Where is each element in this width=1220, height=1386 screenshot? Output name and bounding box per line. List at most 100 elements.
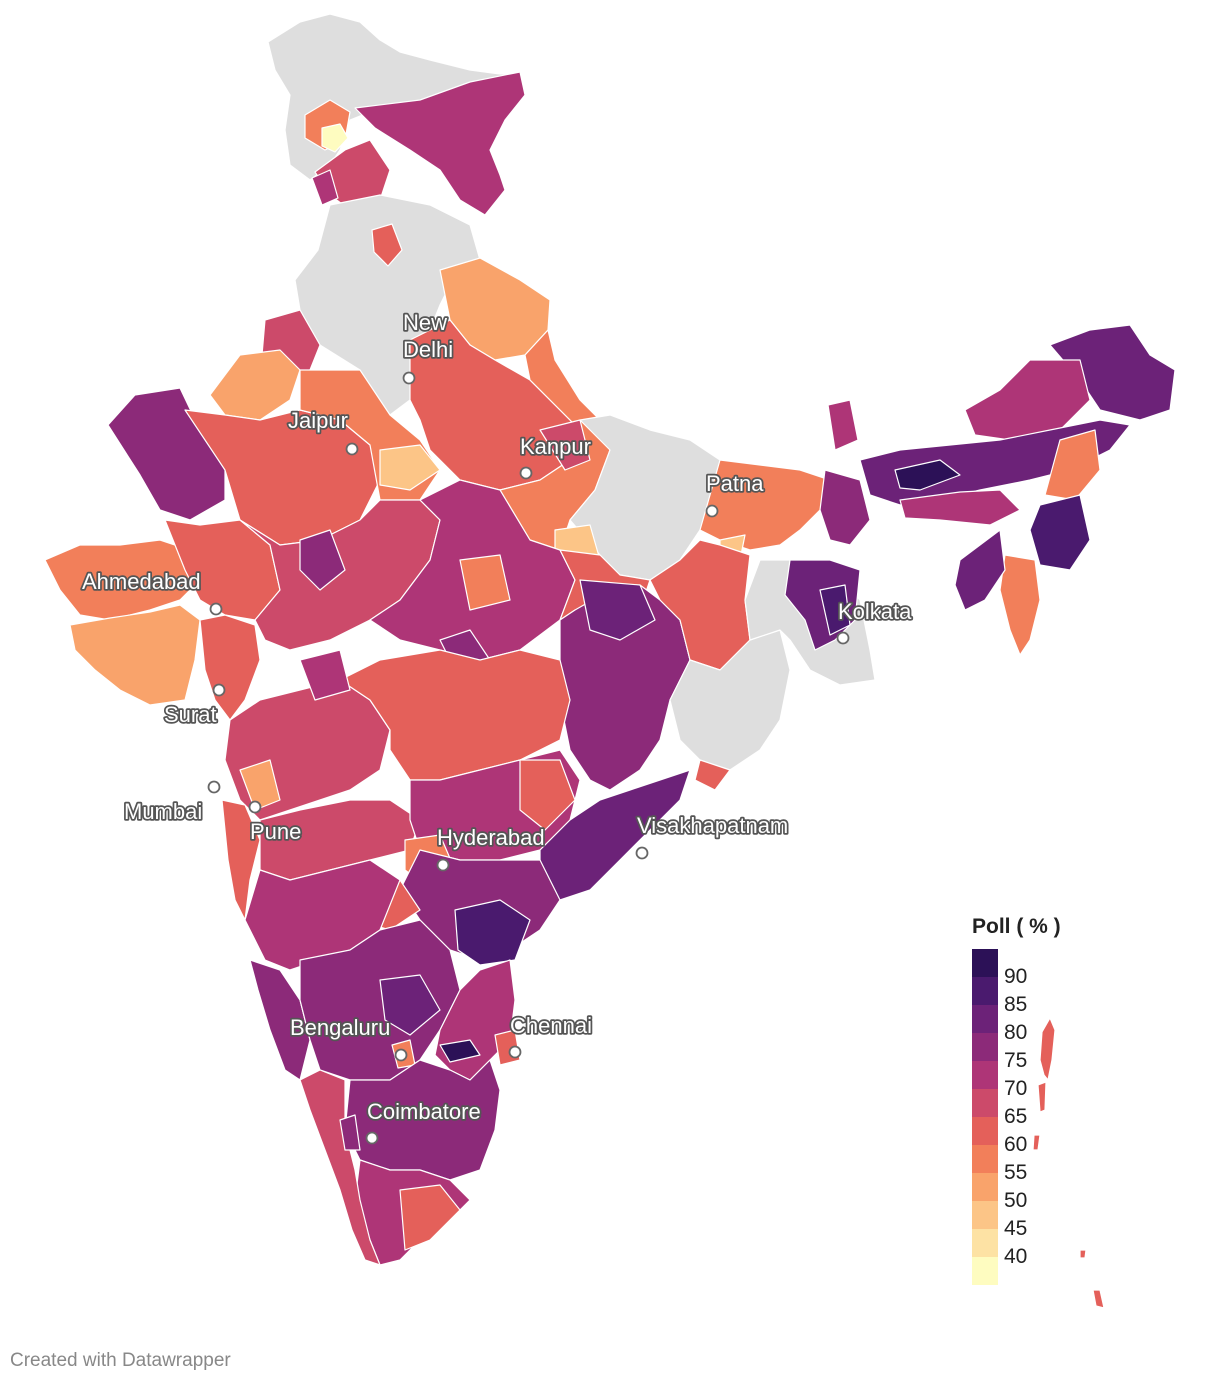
region-arunachal[interactable] — [1049, 324, 1176, 421]
city-label: Patna — [706, 471, 764, 496]
map-regions — [44, 13, 1176, 1309]
region-andhra-dark[interactable] — [454, 899, 531, 966]
legend-tick-label: 40 — [1004, 1245, 1028, 1268]
region-up-patch-kanpur[interactable] — [539, 419, 591, 471]
region-bihar[interactable] — [699, 459, 831, 551]
region-maharashtra-west[interactable] — [224, 679, 391, 821]
region-odisha-coast[interactable] — [694, 759, 731, 791]
city-marker-jaipur[interactable]: Jaipur — [286, 406, 359, 456]
legend-tick-label: 90 — [1004, 965, 1028, 988]
city-dot[interactable] — [836, 631, 850, 645]
city-dot[interactable] — [519, 466, 533, 480]
city-label: New — [403, 310, 447, 335]
region-kerala[interactable] — [299, 1069, 381, 1266]
region-bikaner[interactable] — [209, 349, 301, 421]
legend-swatch — [972, 1257, 998, 1285]
city-dot[interactable] — [705, 504, 719, 518]
city-dot[interactable] — [248, 800, 262, 814]
region-andaman-b[interactable] — [1037, 1081, 1047, 1113]
legend-tick-label: 75 — [1004, 1049, 1028, 1072]
region-arunachal-west[interactable] — [964, 359, 1091, 441]
city-label: Coimbatore — [367, 1099, 481, 1124]
region-west-bengal-north[interactable] — [819, 469, 871, 546]
region-srinagar[interactable] — [321, 123, 349, 153]
region-udhampur[interactable] — [311, 169, 339, 206]
city-marker-surat[interactable]: Surat — [162, 683, 226, 729]
legend-tick-label: 55 — [1004, 1161, 1028, 1184]
region-tripura[interactable] — [954, 529, 1006, 611]
region-jaisalmer-barmer[interactable] — [107, 387, 226, 521]
region-meghalaya[interactable] — [899, 489, 1021, 526]
city-marker-coimbatore[interactable]: Coimbatore — [365, 1097, 482, 1145]
region-kutch[interactable] — [44, 539, 201, 621]
region-himachal-patch[interactable] — [371, 223, 403, 267]
region-odisha-nodata[interactable] — [669, 629, 791, 771]
city-label: Pune — [250, 819, 301, 844]
region-karnataka-south[interactable] — [299, 919, 461, 1081]
region-saurashtra[interactable] — [69, 604, 201, 706]
region-nicobar-b[interactable] — [1092, 1289, 1105, 1309]
city-marker-hyderabad[interactable]: Hyderabad — [435, 823, 546, 872]
region-maharashtra-east[interactable] — [339, 649, 571, 781]
region-tn-dark[interactable] — [439, 1039, 481, 1063]
city-dot[interactable] — [365, 1131, 379, 1145]
city-dot[interactable] — [635, 846, 649, 860]
city-marker-chennai[interactable]: Chennai — [508, 1011, 594, 1059]
city-label: Visakhapatnam — [637, 813, 788, 838]
legend-swatch — [972, 977, 998, 1005]
region-karnataka-dark[interactable] — [379, 974, 441, 1036]
region-andaman-c[interactable] — [1032, 1134, 1041, 1151]
region-tn-coral[interactable] — [399, 1184, 461, 1251]
region-mizoram[interactable] — [999, 554, 1041, 656]
region-chhattisgarh-dark[interactable] — [579, 579, 656, 641]
city-dot[interactable] — [209, 602, 223, 616]
city-marker-visakhapatnam[interactable]: Visakhapatnam — [635, 811, 790, 860]
region-konkan[interactable] — [221, 799, 261, 921]
city-dot[interactable] — [402, 371, 416, 385]
legend-tick-label: 65 — [1004, 1105, 1028, 1128]
region-mp-dark-a[interactable] — [299, 529, 346, 591]
legend-swatch — [972, 949, 998, 977]
city-label: Surat — [164, 702, 217, 727]
city-label: Jaipur — [288, 408, 348, 433]
region-up-patch-light[interactable] — [379, 444, 441, 491]
city-marker-patna[interactable]: Patna — [704, 469, 766, 518]
city-dot[interactable] — [508, 1045, 522, 1059]
region-telangana-red[interactable] — [519, 759, 576, 831]
city-dot[interactable] — [394, 1048, 408, 1062]
legend-tick-label: 60 — [1004, 1133, 1028, 1156]
city-label: Delhi — [403, 337, 453, 362]
region-kerala-dark[interactable] — [339, 1114, 361, 1151]
region-assam-dark[interactable] — [894, 459, 961, 491]
region-andaman-a[interactable] — [1039, 1017, 1056, 1081]
region-sikkim[interactable] — [827, 399, 859, 451]
city-label: Mumbai — [124, 799, 202, 824]
legend-swatch — [972, 1201, 998, 1229]
legend-tick-label: 70 — [1004, 1077, 1028, 1100]
city-marker-kanpur[interactable]: Kanpur — [518, 432, 593, 480]
region-bihar-up-east-nodata[interactable] — [569, 414, 741, 581]
city-marker-kolkata[interactable]: Kolkata — [836, 597, 914, 645]
region-manipur[interactable] — [1029, 494, 1091, 571]
city-marker-mumbai[interactable]: Mumbai — [122, 780, 221, 826]
city-marker-ahmedabad[interactable]: Ahmedabad — [80, 567, 223, 616]
city-dot[interactable] — [212, 683, 226, 697]
region-nicobar-a[interactable] — [1079, 1249, 1087, 1259]
legend-scale: 90 85 80 75 70 65 60 55 50 45 40 — [972, 949, 1061, 1285]
city-dot[interactable] — [207, 780, 221, 794]
city-marker-pune[interactable]: Pune — [248, 800, 303, 846]
region-nagaland[interactable] — [1044, 429, 1101, 501]
legend-swatch — [972, 1005, 998, 1033]
region-pune-light[interactable] — [239, 759, 281, 811]
legend-title: Poll ( % ) — [972, 915, 1061, 938]
region-maharashtra-dark[interactable] — [299, 649, 351, 701]
city-marker-bengaluru[interactable]: Bengaluru — [288, 1013, 408, 1062]
legend-swatch — [972, 1173, 998, 1201]
city-dot[interactable] — [345, 442, 359, 456]
region-ladakh[interactable] — [354, 71, 526, 216]
city-dot[interactable] — [436, 858, 450, 872]
region-mp-orange[interactable] — [459, 554, 511, 611]
region-kolkata-dark[interactable] — [819, 584, 851, 636]
city-label: Kanpur — [520, 434, 591, 459]
